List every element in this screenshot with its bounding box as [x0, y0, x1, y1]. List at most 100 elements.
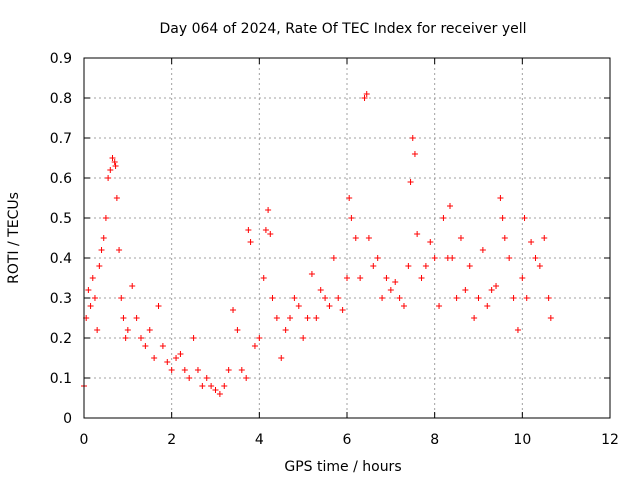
data-point [440, 215, 447, 221]
data-point [392, 279, 399, 285]
data-point [488, 287, 495, 293]
data-point [313, 315, 320, 321]
data-point [335, 295, 342, 301]
data-point [475, 295, 482, 301]
data-point [532, 255, 539, 261]
data-point [111, 159, 118, 165]
data-point [295, 303, 302, 309]
data-point [462, 287, 469, 293]
data-point [545, 295, 552, 301]
data-point [506, 255, 513, 261]
data-point [260, 275, 267, 281]
data-point [484, 303, 491, 309]
data-point [326, 303, 333, 309]
data-point [151, 355, 158, 361]
data-point [400, 303, 407, 309]
data-point [155, 303, 162, 309]
data-point [322, 295, 329, 301]
data-point [225, 367, 232, 373]
data-point [186, 375, 193, 381]
data-point [418, 275, 425, 281]
data-point [133, 315, 140, 321]
data-point [251, 343, 258, 349]
data-point [396, 295, 403, 301]
data-point [173, 355, 180, 361]
data-point [339, 307, 346, 313]
data-point [129, 283, 136, 289]
data-point [91, 295, 98, 301]
y-tick-label: 0.7 [50, 131, 72, 147]
data-point [287, 315, 294, 321]
data-point [89, 275, 96, 281]
data-point [510, 295, 517, 301]
data-point [493, 283, 500, 289]
data-point [291, 295, 298, 301]
data-point [330, 255, 337, 261]
data-point [471, 315, 478, 321]
data-point [159, 343, 166, 349]
data-point [177, 351, 184, 357]
y-tick-label: 0.4 [50, 251, 72, 267]
marks-layer [81, 91, 554, 397]
data-point [230, 307, 237, 313]
data-point [519, 275, 526, 281]
ticks-layer [83, 57, 611, 419]
data-point [499, 215, 506, 221]
data-point [102, 215, 109, 221]
data-point [137, 335, 144, 341]
x-tick-label: 0 [80, 432, 89, 448]
data-point [457, 235, 464, 241]
data-point [118, 295, 125, 301]
x-axis-label: GPS time / hours [284, 459, 401, 475]
y-tick-label: 0.9 [50, 51, 72, 67]
data-point [357, 275, 364, 281]
y-tick-label: 0.2 [50, 331, 72, 347]
data-point [221, 383, 228, 389]
chart-title: Day 064 of 2024, Rate Of TEC Index for r… [159, 21, 526, 37]
data-point [109, 155, 116, 161]
data-point [379, 295, 386, 301]
data-point [409, 135, 416, 141]
data-point [501, 235, 508, 241]
data-point [352, 235, 359, 241]
data-point [348, 215, 355, 221]
data-point [370, 263, 377, 269]
data-point [453, 295, 460, 301]
data-point [411, 151, 418, 157]
y-tick-label: 0.5 [50, 211, 72, 227]
grid-layer [84, 58, 610, 418]
labels-layer: 0 0.1 0.2 0.3 0.4 0.5 0.6 0.7 0.8 0.9 0 2 4 6 8 10 12 [50, 51, 619, 448]
data-point [120, 315, 127, 321]
data-point [199, 383, 206, 389]
data-point [247, 239, 254, 245]
data-point [344, 275, 350, 281]
data-point [94, 327, 101, 333]
data-point [168, 367, 175, 373]
data-point [346, 195, 353, 201]
data-point [203, 375, 210, 381]
data-point [436, 303, 443, 309]
data-point [447, 203, 454, 209]
data-point [528, 239, 535, 245]
data-point [365, 235, 372, 241]
data-point [234, 327, 241, 333]
data-point [479, 247, 486, 253]
data-point [497, 195, 504, 201]
data-point [122, 335, 129, 341]
data-point [422, 263, 429, 269]
data-point [308, 271, 315, 277]
data-point [278, 355, 285, 361]
y-tick-label: 0 [63, 411, 72, 427]
y-tick-label: 0.8 [50, 91, 72, 107]
x-tick-label: 2 [167, 432, 176, 448]
data-point [116, 247, 123, 253]
data-point [208, 383, 215, 389]
data-point [547, 315, 554, 321]
data-point [363, 91, 370, 97]
data-point [449, 255, 456, 261]
data-point [427, 239, 434, 245]
x-tick-label: 4 [255, 432, 264, 448]
data-point [105, 175, 112, 181]
data-point [124, 327, 131, 333]
